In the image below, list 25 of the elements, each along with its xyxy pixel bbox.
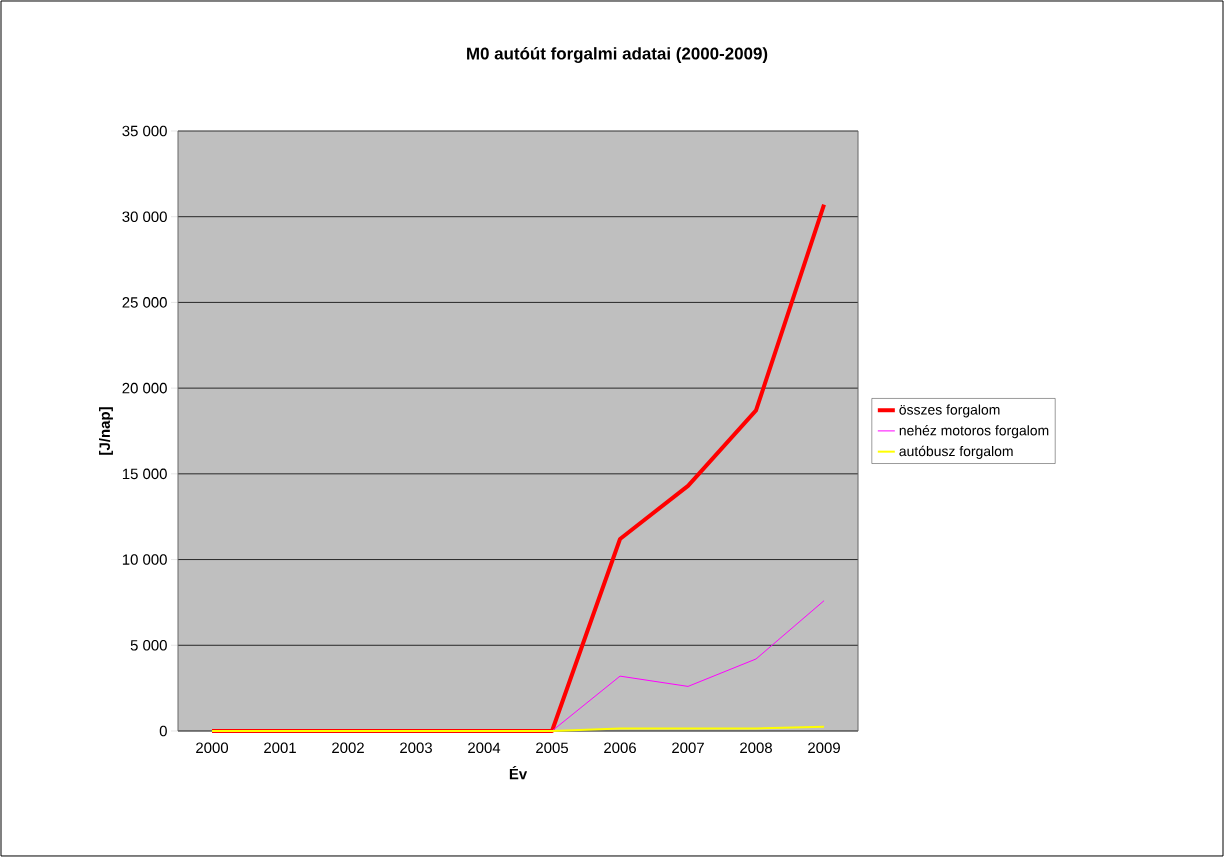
x-axis-title: Év xyxy=(509,765,528,780)
x-tick-label: 2001 xyxy=(264,742,296,754)
y-tick-label: 0 xyxy=(159,725,167,737)
x-tick-label: 2000 xyxy=(196,742,229,754)
x-tick-label: 2004 xyxy=(468,742,501,754)
x-tick-label: 2005 xyxy=(536,742,569,754)
y-tick-label: 35 000 xyxy=(122,125,167,137)
y-axis-title: [J/nap] xyxy=(99,407,113,455)
x-tick-label: 2003 xyxy=(400,742,432,754)
line-series xyxy=(551,600,825,732)
x-tick-label: 2008 xyxy=(740,742,772,754)
y-tick-label: 20 000 xyxy=(122,382,167,394)
y-tick-label: 30 000 xyxy=(122,211,167,222)
x-tick-label: 2007 xyxy=(672,742,704,754)
y-tick-label: 25 000 xyxy=(122,297,167,308)
y-tick-label: 10 000 xyxy=(122,554,167,565)
y-tick-label: 15 000 xyxy=(122,468,167,480)
chart-title: M0 autóút forgalmi adatai (2000-2009) xyxy=(467,46,768,63)
legend-label: összes forgalom xyxy=(899,404,1000,418)
legend-label: autóbusz forgalom xyxy=(899,445,1013,459)
x-tick-label: 2006 xyxy=(604,742,636,754)
x-tick-label: 2009 xyxy=(808,742,840,754)
y-tick-label: 5 000 xyxy=(130,639,167,651)
x-tick-label: 2002 xyxy=(332,742,364,754)
legend-label: nehéz motoros forgalom xyxy=(899,425,1049,439)
